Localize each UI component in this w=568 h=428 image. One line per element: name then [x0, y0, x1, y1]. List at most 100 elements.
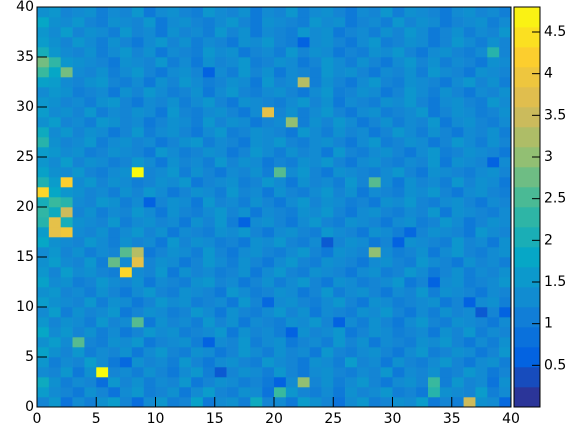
cell: [238, 247, 251, 258]
cell: [499, 137, 512, 148]
cell: [155, 277, 168, 288]
cell: [380, 367, 393, 378]
cell: [321, 137, 334, 148]
cell: [309, 277, 322, 288]
cell: [191, 397, 204, 408]
cell: [167, 157, 180, 168]
cell: [250, 7, 263, 18]
cell: [262, 77, 275, 88]
cell: [72, 297, 85, 308]
cell: [285, 327, 298, 338]
cell: [119, 147, 133, 158]
cell: [451, 67, 464, 78]
cell: [48, 227, 61, 238]
cell: [285, 97, 298, 108]
cell: [226, 207, 239, 218]
cell: [297, 17, 310, 28]
colorbar-band: [514, 67, 540, 88]
cell: [487, 237, 500, 248]
cell: [321, 127, 334, 138]
cell: [297, 97, 310, 108]
cell: [143, 127, 156, 138]
cell: [345, 317, 358, 328]
cell: [48, 327, 61, 338]
cell: [119, 367, 133, 378]
cell: [84, 7, 97, 18]
cell: [119, 347, 133, 358]
cell: [60, 397, 73, 408]
cell: [333, 207, 346, 218]
cell: [345, 237, 358, 248]
cell: [250, 57, 263, 68]
cell: [463, 347, 476, 358]
cell: [380, 257, 393, 268]
cell: [96, 77, 109, 88]
cell: [380, 147, 393, 158]
cell: [72, 7, 85, 18]
cell: [226, 217, 239, 228]
cell: [368, 377, 381, 388]
cell: [333, 97, 346, 108]
cell: [404, 387, 417, 398]
cell: [226, 267, 239, 278]
cell: [37, 267, 50, 278]
cell: [321, 227, 334, 238]
cell: [404, 317, 417, 328]
cell: [84, 107, 97, 118]
cell: [143, 77, 156, 88]
cell: [48, 307, 61, 318]
cell: [37, 167, 50, 178]
cell: [404, 227, 417, 238]
cell: [262, 127, 275, 138]
cell: [487, 357, 500, 368]
cell: [250, 357, 263, 368]
cell: [404, 307, 417, 318]
cell: [191, 377, 204, 388]
cell: [191, 317, 204, 328]
cell: [404, 247, 417, 258]
cell: [274, 217, 287, 228]
cell: [96, 17, 109, 28]
cell: [392, 357, 405, 368]
cell: [392, 257, 405, 268]
cell: [475, 87, 488, 98]
cell: [72, 267, 85, 278]
cell: [499, 77, 512, 88]
cell: [60, 287, 73, 298]
cell: [321, 17, 334, 28]
cell: [345, 377, 358, 388]
cell: [297, 227, 310, 238]
cell: [37, 297, 50, 308]
cell: [356, 127, 370, 138]
cell: [333, 317, 346, 328]
cell: [463, 117, 476, 128]
cell: [487, 117, 500, 128]
cell: [214, 27, 227, 38]
cell: [345, 97, 358, 108]
cell: [321, 97, 334, 108]
cell: [143, 227, 156, 238]
cell: [404, 117, 417, 128]
cell: [392, 17, 405, 28]
cell: [119, 27, 133, 38]
cell: [214, 397, 227, 408]
cell: [179, 357, 192, 368]
cell: [345, 17, 358, 28]
cell: [214, 377, 227, 388]
cell: [84, 207, 97, 218]
cell: [238, 237, 251, 248]
cell: [439, 357, 453, 368]
cell: [380, 267, 393, 278]
cell: [108, 287, 121, 298]
cell: [333, 77, 346, 88]
cell: [143, 297, 156, 308]
cell: [297, 397, 310, 408]
cell: [179, 337, 192, 348]
cell: [191, 287, 204, 298]
cell: [179, 77, 192, 88]
cell: [262, 67, 275, 78]
cell: [119, 97, 133, 108]
cell: [262, 157, 275, 168]
cell: [143, 147, 156, 158]
cell: [60, 157, 73, 168]
